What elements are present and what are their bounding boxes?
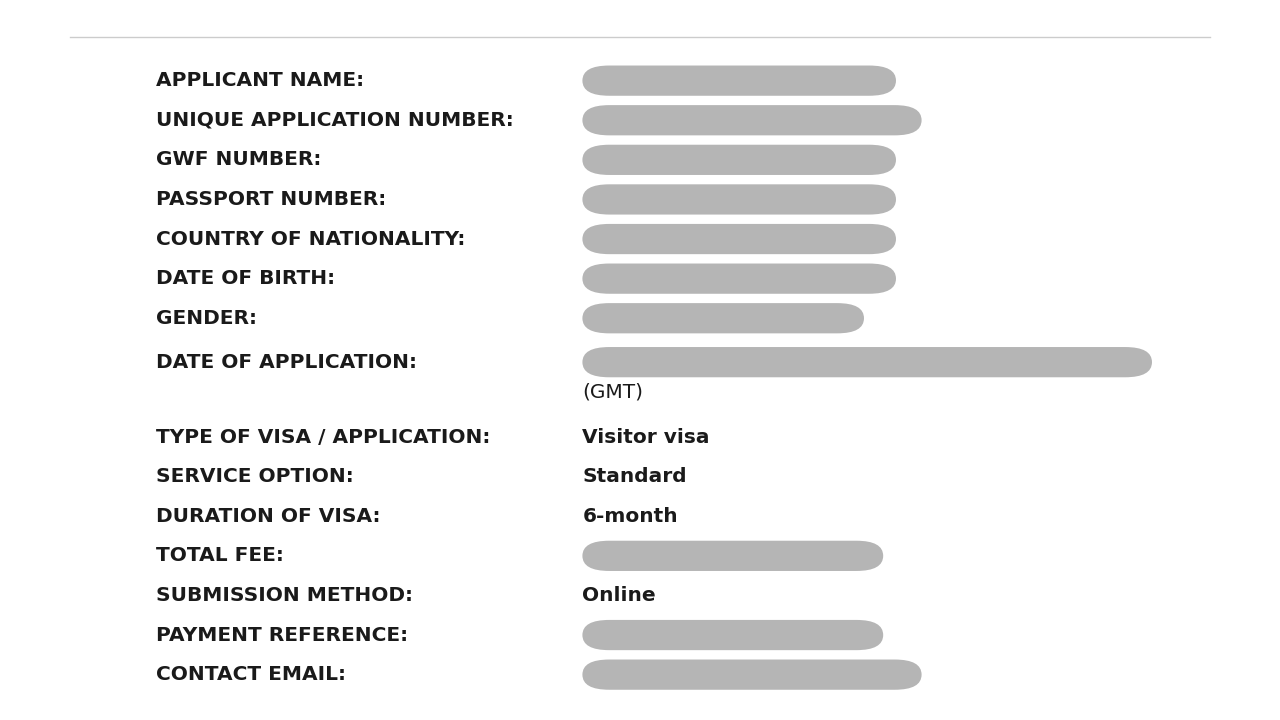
Text: PAYMENT REFERENCE:: PAYMENT REFERENCE:: [156, 626, 408, 644]
Text: COUNTRY OF NATIONALITY:: COUNTRY OF NATIONALITY:: [156, 230, 466, 248]
FancyBboxPatch shape: [582, 660, 922, 690]
Text: TOTAL FEE:: TOTAL FEE:: [156, 546, 284, 565]
Text: UNIQUE APPLICATION NUMBER:: UNIQUE APPLICATION NUMBER:: [156, 111, 513, 130]
Text: Standard: Standard: [582, 467, 687, 486]
Text: PASSPORT NUMBER:: PASSPORT NUMBER:: [156, 190, 387, 209]
FancyBboxPatch shape: [582, 224, 896, 254]
FancyBboxPatch shape: [582, 347, 1152, 377]
Text: APPLICANT NAME:: APPLICANT NAME:: [156, 71, 365, 90]
Text: Visitor visa: Visitor visa: [582, 428, 710, 446]
FancyBboxPatch shape: [582, 264, 896, 294]
Text: GENDER:: GENDER:: [156, 309, 257, 328]
Text: SUBMISSION METHOD:: SUBMISSION METHOD:: [156, 586, 413, 605]
Text: DATE OF APPLICATION:: DATE OF APPLICATION:: [156, 353, 417, 372]
Text: GWF NUMBER:: GWF NUMBER:: [156, 150, 321, 169]
Text: CONTACT EMAIL:: CONTACT EMAIL:: [156, 665, 346, 684]
Text: 6-month: 6-month: [582, 507, 678, 526]
FancyBboxPatch shape: [582, 620, 883, 650]
Text: SERVICE OPTION:: SERVICE OPTION:: [156, 467, 353, 486]
Text: (GMT): (GMT): [582, 383, 644, 402]
Text: TYPE OF VISA / APPLICATION:: TYPE OF VISA / APPLICATION:: [156, 428, 490, 446]
FancyBboxPatch shape: [582, 184, 896, 215]
FancyBboxPatch shape: [582, 105, 922, 135]
Text: DURATION OF VISA:: DURATION OF VISA:: [156, 507, 380, 526]
Text: DATE OF BIRTH:: DATE OF BIRTH:: [156, 269, 335, 288]
Text: Online: Online: [582, 586, 657, 605]
FancyBboxPatch shape: [582, 303, 864, 333]
FancyBboxPatch shape: [582, 145, 896, 175]
FancyBboxPatch shape: [582, 66, 896, 96]
FancyBboxPatch shape: [582, 541, 883, 571]
